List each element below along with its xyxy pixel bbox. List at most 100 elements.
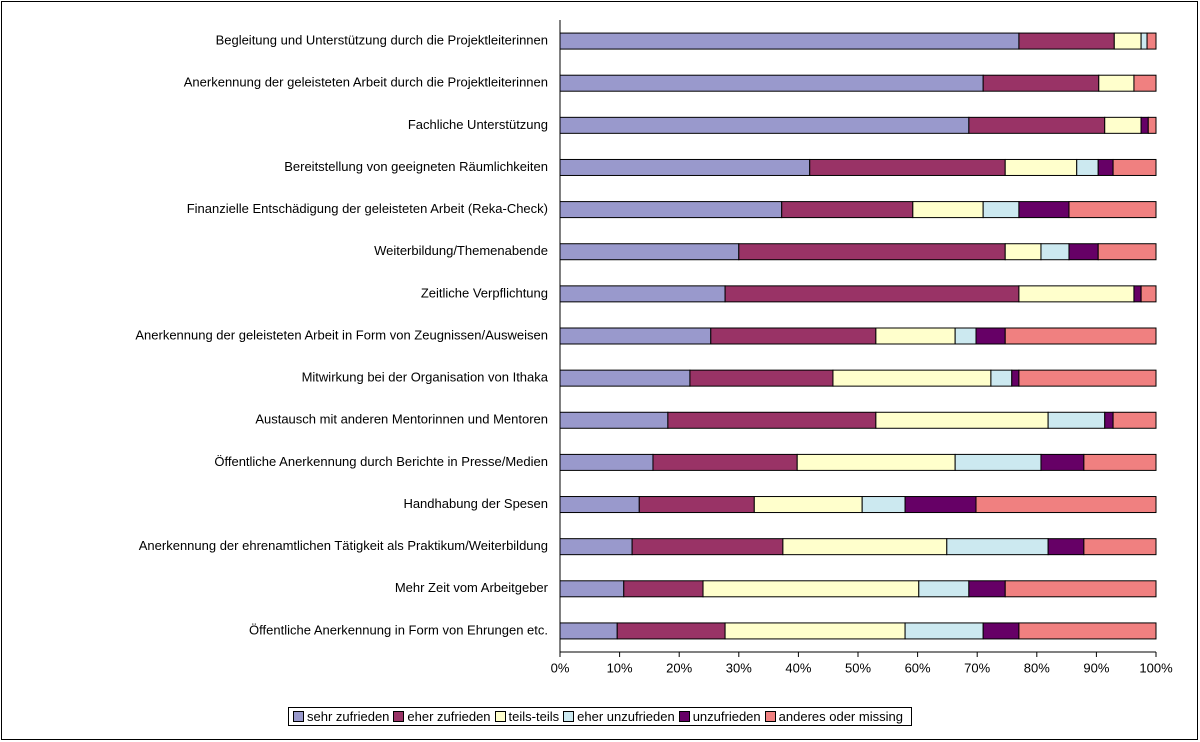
x-tick-label: 30% (726, 660, 752, 675)
bar-segment (1004, 580, 1157, 598)
bar-segment (631, 538, 784, 556)
y-tick-label: Öffentliche Anerkennung durch Berichte i… (214, 454, 548, 469)
legend-label: eher unzufrieden (577, 709, 675, 724)
bar-segment (904, 622, 984, 640)
x-tick-label: 100% (1139, 660, 1173, 675)
bar-segment (559, 243, 740, 261)
bar-segment (753, 496, 863, 514)
bar-segment (738, 243, 1006, 261)
y-tick-label: Austausch mit anderen Mentorinnen und Me… (255, 412, 548, 427)
legend-swatch (494, 711, 506, 722)
y-tick-label: Begleitung und Unterstützung durch die P… (216, 33, 548, 48)
bar-segment (710, 327, 877, 345)
bar-segment (918, 580, 970, 598)
legend-label: anderes oder missing (778, 709, 903, 724)
x-tick-label: 0% (551, 660, 570, 675)
bar-segment (702, 580, 920, 598)
bar-segment (1140, 32, 1148, 50)
x-tick-label: 70% (964, 660, 990, 675)
bar-segment (1011, 369, 1020, 387)
bar-segment (968, 116, 1106, 134)
bar-segment (1076, 158, 1099, 176)
bar-segment (1018, 32, 1115, 50)
legend-swatch (764, 711, 776, 722)
x-tick-label: 80% (1024, 660, 1050, 675)
bar-segment (1097, 158, 1114, 176)
bar-segment (982, 74, 1100, 92)
legend-item: teils-teils (494, 709, 560, 724)
y-tick-label: Weiterbildung/Themenabende (374, 243, 548, 258)
bar-segment (652, 453, 798, 471)
y-tick-label: Mehr Zeit vom Arbeitgeber (395, 580, 549, 595)
bar-segment (1018, 369, 1157, 387)
bar-segment (1040, 243, 1070, 261)
y-tick-label: Fachliche Unterstützung (408, 117, 548, 132)
legend-item: anderes oder missing (764, 709, 903, 724)
bar-segment (1112, 158, 1157, 176)
bar-segment (954, 453, 1042, 471)
bar-segment (559, 116, 970, 134)
bar-segment (968, 580, 1006, 598)
bar-segment (782, 538, 948, 556)
x-tick-label: 60% (905, 660, 931, 675)
bar-segment (1133, 74, 1157, 92)
bar-segment (1083, 538, 1157, 556)
y-tick-label: Finanzielle Entschädigung der geleistete… (187, 201, 548, 216)
x-tick-label: 40% (785, 660, 811, 675)
bar-segment (975, 327, 1006, 345)
bar-segment (809, 158, 1006, 176)
bar-segment (559, 74, 984, 92)
bar-segment (1112, 411, 1157, 429)
legend-label: sehr zufrieden (307, 709, 390, 724)
bar-segment (638, 496, 755, 514)
bar-segment (616, 622, 726, 640)
bar-segment (982, 201, 1020, 219)
legend-swatch (563, 711, 575, 722)
bar-segment (904, 496, 977, 514)
legend-item: eher zufrieden (393, 709, 491, 724)
bar-segment (559, 369, 691, 387)
x-tick-label: 50% (845, 660, 871, 675)
bar-segment (559, 285, 726, 303)
bar-segment (1140, 285, 1157, 303)
bar-segment (1004, 158, 1078, 176)
bar-segment (1113, 32, 1142, 50)
y-tick-label: Bereitstellung von geeigneten Räumlichke… (284, 159, 548, 174)
bar-segment (724, 285, 1020, 303)
legend-swatch (293, 711, 305, 722)
y-tick-label: Öffentliche Anerkennung in Form von Ehru… (249, 622, 548, 637)
bar-segment (912, 201, 984, 219)
legend-label: unzufrieden (692, 709, 761, 724)
x-tick-label: 10% (607, 660, 633, 675)
bar-segment (559, 158, 811, 176)
bar-segment (623, 580, 704, 598)
bar-segment (1018, 285, 1135, 303)
bar-segment (1140, 116, 1149, 134)
legend-label: eher zufrieden (407, 709, 491, 724)
bar-segment (559, 453, 654, 471)
x-tick-label: 90% (1083, 660, 1109, 675)
legend-label: teils-teils (508, 709, 560, 724)
bar-segment (1104, 411, 1114, 429)
bar-segment (724, 622, 906, 640)
bar-segment (832, 369, 992, 387)
legend-item: sehr zufrieden (293, 709, 389, 724)
bar-segment (689, 369, 834, 387)
y-tick-label: Anerkennung der geleisteten Arbeit durch… (184, 75, 548, 90)
legend: sehr zufrieden eher zufrieden teils-teils e… (0, 707, 1200, 726)
bar-segment (1104, 116, 1142, 134)
legend-swatch (678, 711, 690, 722)
bar-segment (1004, 327, 1157, 345)
bar-segment (667, 411, 877, 429)
legend-swatch (393, 711, 405, 722)
bar-segment (1097, 243, 1157, 261)
bar-segment (875, 327, 956, 345)
bar-segment (796, 453, 956, 471)
y-tick-label: Zeitliche Verpflichtung (421, 285, 548, 300)
y-tick-label: Mitwirkung bei der Organisation von Itha… (302, 370, 549, 385)
bar-segment (975, 496, 1157, 514)
bar-segment (559, 580, 625, 598)
